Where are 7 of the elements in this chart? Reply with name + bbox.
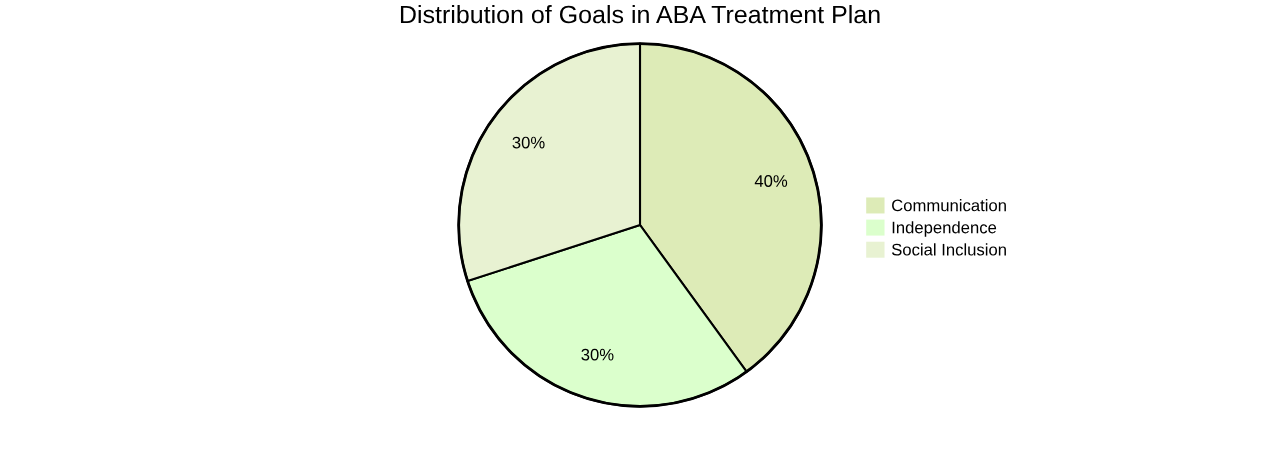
legend-label: Communication	[892, 199, 1006, 212]
data-label: 40%	[754, 175, 788, 187]
chart-title: Distribution of Goals in ABA Treatment Plan	[400, 5, 880, 24]
data-label: 30%	[512, 136, 545, 149]
legend-label: Social Inclusion	[891, 243, 1006, 256]
data-label: 30%	[581, 348, 614, 361]
legend-label: Independence	[892, 221, 997, 237]
